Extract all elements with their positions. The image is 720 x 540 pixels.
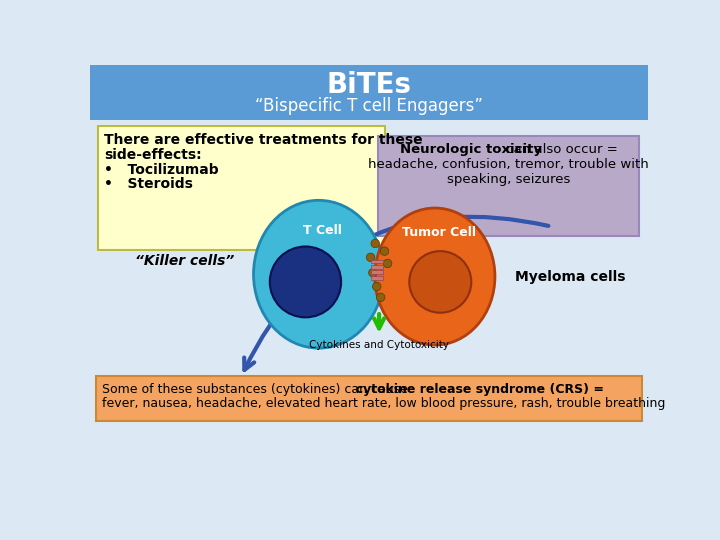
- Text: can also occur =: can also occur =: [400, 143, 618, 157]
- Circle shape: [383, 259, 392, 268]
- FancyBboxPatch shape: [378, 136, 639, 236]
- Text: Tumor Cell: Tumor Cell: [402, 226, 476, 239]
- Text: fever, nausea, headache, elevated heart rate, low blood pressure, rash, trouble : fever, nausea, headache, elevated heart …: [102, 397, 666, 410]
- Text: speaking, seizures: speaking, seizures: [447, 173, 570, 186]
- Text: side-effects:: side-effects:: [104, 148, 202, 162]
- Text: Myeloma cells: Myeloma cells: [516, 269, 626, 284]
- FancyBboxPatch shape: [90, 65, 648, 120]
- Circle shape: [372, 282, 381, 291]
- Ellipse shape: [375, 208, 495, 345]
- Circle shape: [371, 239, 379, 248]
- Circle shape: [380, 247, 389, 255]
- Text: BiTEs: BiTEs: [326, 71, 412, 99]
- Text: “Bispecific T cell Engagers”: “Bispecific T cell Engagers”: [255, 97, 483, 116]
- Text: “Killer cells”: “Killer cells”: [135, 254, 234, 268]
- Bar: [371, 265, 383, 269]
- Text: Neurologic toxicity: Neurologic toxicity: [400, 143, 542, 157]
- Text: Some of these substances (cytokines) can cause: Some of these substances (cytokines) can…: [102, 383, 413, 396]
- Circle shape: [377, 293, 385, 301]
- Text: There are effective treatments for these: There are effective treatments for these: [104, 133, 423, 147]
- Circle shape: [409, 251, 472, 313]
- Bar: [371, 260, 383, 264]
- Bar: [371, 271, 383, 274]
- FancyBboxPatch shape: [98, 126, 384, 249]
- Bar: [371, 276, 383, 280]
- Circle shape: [270, 247, 341, 318]
- Text: Cytokines and Cytotoxicity: Cytokines and Cytotoxicity: [309, 340, 449, 350]
- Text: •   Steroids: • Steroids: [104, 177, 193, 191]
- Ellipse shape: [253, 200, 384, 348]
- FancyBboxPatch shape: [90, 120, 648, 423]
- Text: cytokine release syndrome (CRS) =: cytokine release syndrome (CRS) =: [102, 383, 604, 396]
- Text: T Cell: T Cell: [303, 224, 342, 237]
- Circle shape: [369, 268, 377, 277]
- FancyBboxPatch shape: [96, 376, 642, 421]
- Circle shape: [366, 253, 375, 261]
- Text: headache, confusion, tremor, trouble with: headache, confusion, tremor, trouble wit…: [368, 158, 649, 171]
- Text: •   Tocilizumab: • Tocilizumab: [104, 163, 219, 177]
